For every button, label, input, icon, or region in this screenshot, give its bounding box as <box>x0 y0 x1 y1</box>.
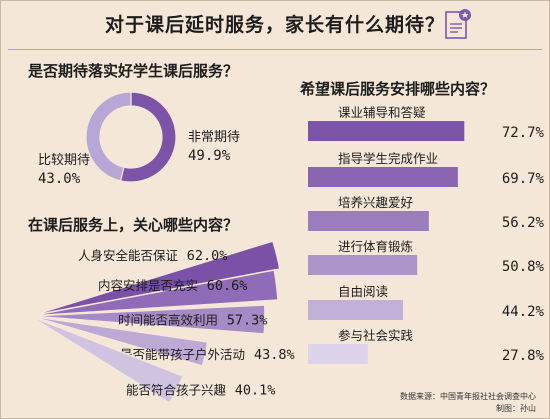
hbar-value-2: 56.2% <box>502 215 545 231</box>
fan-value-4: 40.1% <box>235 383 276 399</box>
credit-note: 制图：孙山 <box>496 404 536 413</box>
hbar-value-4: 44.2% <box>502 304 545 320</box>
hbar-value-5: 27.8% <box>502 348 545 364</box>
fan-value-0: 62.0% <box>187 248 228 264</box>
title-divider <box>8 49 542 50</box>
fan-label-4: 能否符合孩子兴趣 <box>126 383 227 398</box>
hbar-label-4: 自由阅读 <box>338 284 388 299</box>
hbar-bar-1 <box>308 167 458 187</box>
section-title-wishes: 希望课后服务安排哪些内容？ <box>300 80 496 98</box>
donut-slice-1 <box>85 91 132 182</box>
fan-wedge-1 <box>29 269 279 317</box>
hbar-label-1: 指导学生完成作业 <box>338 151 438 166</box>
source-note: 数据来源：中国青年报社社会调查中心 <box>400 392 536 401</box>
fan-wedge-2 <box>29 304 266 335</box>
hbar-label-5: 参与社会实践 <box>338 328 414 343</box>
donut-label-very-text: 非常期待 <box>188 130 241 145</box>
hbar-label-0: 课业辅导和答疑 <box>338 105 426 120</box>
fan-label-2: 时间能否高效利用 <box>118 313 218 328</box>
hbar-value-1: 69.7% <box>502 171 545 187</box>
page-title: 对于课后延时服务，家长有什么期待？ <box>104 14 445 36</box>
hbar-label-3: 进行体育锻炼 <box>338 239 413 254</box>
donut-label-fairly-value: 43.0% <box>38 171 81 187</box>
hbar-value-0: 72.7% <box>502 125 545 141</box>
hbar-bar-5 <box>308 344 368 364</box>
certificate-icon <box>445 9 471 39</box>
donut-label-fairly-text: 比较期待 <box>38 153 91 168</box>
donut-label-very: 非常期待 49.9% <box>188 129 240 165</box>
donut-chart <box>85 91 177 183</box>
donut-label-fairly: 比较期待 43.0% <box>38 152 90 188</box>
fan-value-1: 60.6% <box>207 278 248 294</box>
fan-label-3: 是否能带孩子户外活动 <box>120 347 245 362</box>
hbar-label-2: 培养兴趣爱好 <box>338 195 413 210</box>
hbar-bar-3 <box>308 255 418 275</box>
hbar-bar-4 <box>308 300 404 320</box>
fan-label-0: 人身安全能否保证 <box>78 248 179 263</box>
donut-slice-0 <box>119 91 177 183</box>
section-title-concerns: 在课后服务上，关心哪些内容？ <box>28 216 239 234</box>
fan-wedge-3 <box>29 315 209 367</box>
hbar-bar-2 <box>308 211 429 231</box>
fan-label-1: 内容安排是否充实 <box>98 278 198 293</box>
fan-value-3: 43.8% <box>254 347 295 363</box>
fan-wedge-0 <box>29 240 281 317</box>
hbar-value-3: 50.8% <box>502 259 545 275</box>
fan-wedge-4 <box>29 315 185 405</box>
fan-value-2: 57.3% <box>227 313 268 329</box>
section-title-expectation: 是否期待落实好学生课后服务？ <box>28 62 239 80</box>
hbar-bar-0 <box>308 121 465 141</box>
donut-label-very-value: 49.9% <box>188 148 231 164</box>
